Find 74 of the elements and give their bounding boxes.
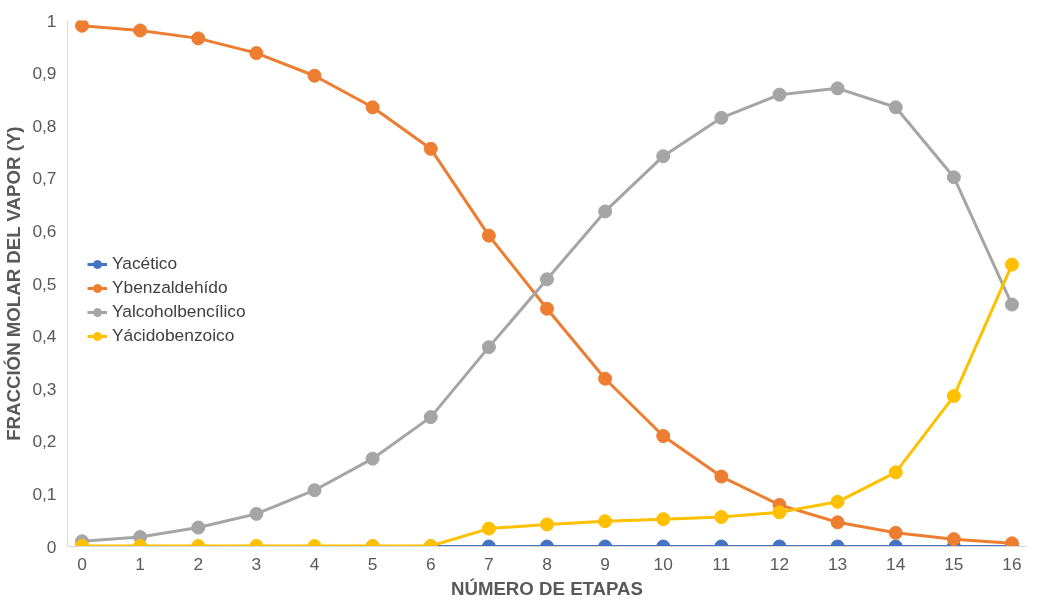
point bbox=[75, 20, 90, 33]
x-tick-label: 12 bbox=[769, 553, 790, 574]
legend-label: Ybenzaldehído bbox=[112, 277, 228, 298]
y-tick-label: 0,8 bbox=[32, 115, 57, 136]
x-tick-label: 15 bbox=[944, 553, 964, 574]
x-tick-label: 9 bbox=[600, 553, 610, 574]
point bbox=[598, 514, 613, 529]
legend-label: Yacético bbox=[112, 253, 178, 274]
point bbox=[946, 170, 961, 185]
point bbox=[772, 87, 787, 102]
y-tick-label: 0,2 bbox=[32, 431, 57, 452]
point bbox=[714, 510, 729, 525]
x-tick-label: 3 bbox=[251, 553, 262, 574]
point bbox=[540, 517, 554, 532]
y-axis-title: FRACCIÓN MOLAR DEL VAPOR (Y) bbox=[3, 126, 25, 441]
x-tick-label: 4 bbox=[309, 553, 320, 574]
y-tick-label: 0,1 bbox=[32, 483, 57, 504]
point bbox=[946, 389, 961, 404]
point bbox=[830, 81, 845, 96]
x-tick-label: 8 bbox=[542, 553, 552, 574]
point bbox=[249, 46, 264, 61]
point bbox=[423, 410, 438, 425]
x-axis-title: NÚMERO DE ETAPAS bbox=[450, 577, 644, 599]
point bbox=[423, 141, 438, 156]
point bbox=[1004, 297, 1019, 312]
x-tick-label: 7 bbox=[484, 553, 494, 574]
point bbox=[249, 506, 264, 521]
point bbox=[540, 272, 554, 287]
x-tick-label: 16 bbox=[1002, 553, 1022, 574]
point bbox=[133, 23, 148, 38]
point bbox=[714, 469, 729, 484]
point bbox=[481, 340, 496, 355]
y-tick-label: 1 bbox=[46, 10, 57, 31]
y-tick-label: 0,4 bbox=[32, 326, 57, 347]
point bbox=[481, 521, 496, 536]
y-tick-label: 0 bbox=[46, 536, 57, 557]
y-tick-label: 0,9 bbox=[32, 63, 57, 84]
point bbox=[540, 301, 554, 316]
y-tick-label: 0,5 bbox=[32, 273, 57, 294]
y-tick-label: 0,7 bbox=[32, 168, 57, 189]
x-tick-label: 10 bbox=[653, 553, 673, 574]
point bbox=[598, 204, 613, 219]
point bbox=[772, 505, 787, 520]
x-tick-label: 5 bbox=[367, 553, 378, 574]
x-tick-label: 13 bbox=[827, 553, 848, 574]
point bbox=[656, 149, 671, 164]
point bbox=[946, 532, 961, 547]
point bbox=[656, 429, 671, 444]
legend-label: Yalcoholbencílico bbox=[112, 301, 246, 322]
point bbox=[656, 512, 671, 527]
point bbox=[598, 371, 613, 386]
point bbox=[365, 451, 380, 466]
legend-label: Yácidobenzoico bbox=[112, 325, 235, 346]
point bbox=[191, 31, 206, 46]
point bbox=[714, 110, 729, 125]
y-tick-label: 0,6 bbox=[32, 220, 57, 241]
x-tick-label: 11 bbox=[712, 553, 731, 574]
point bbox=[830, 515, 845, 530]
point bbox=[888, 100, 903, 115]
x-tick-label: 1 bbox=[135, 553, 145, 574]
point bbox=[888, 465, 903, 480]
point bbox=[365, 100, 380, 115]
point bbox=[481, 228, 496, 243]
x-tick-label: 0 bbox=[77, 553, 87, 574]
x-tick-label: 6 bbox=[425, 553, 436, 574]
point bbox=[307, 483, 322, 498]
point bbox=[830, 494, 845, 509]
point bbox=[191, 520, 206, 535]
point bbox=[1004, 257, 1019, 272]
y-tick-label: 0,3 bbox=[32, 378, 57, 399]
x-tick-label: 2 bbox=[193, 553, 204, 574]
point bbox=[307, 68, 322, 83]
point bbox=[888, 525, 903, 540]
x-tick-label: 14 bbox=[886, 553, 906, 574]
